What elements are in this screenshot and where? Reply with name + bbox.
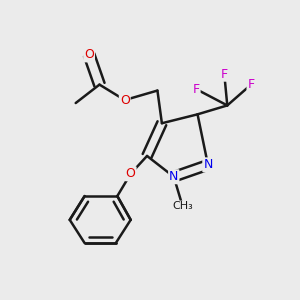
Text: CH₃: CH₃ — [172, 202, 193, 212]
Text: O: O — [84, 48, 94, 62]
Text: F: F — [248, 78, 255, 91]
Text: N: N — [169, 170, 178, 183]
Text: F: F — [193, 82, 200, 96]
Text: O: O — [126, 167, 136, 180]
Text: F: F — [221, 68, 228, 81]
Text: N: N — [203, 158, 213, 171]
Text: O: O — [120, 94, 130, 106]
